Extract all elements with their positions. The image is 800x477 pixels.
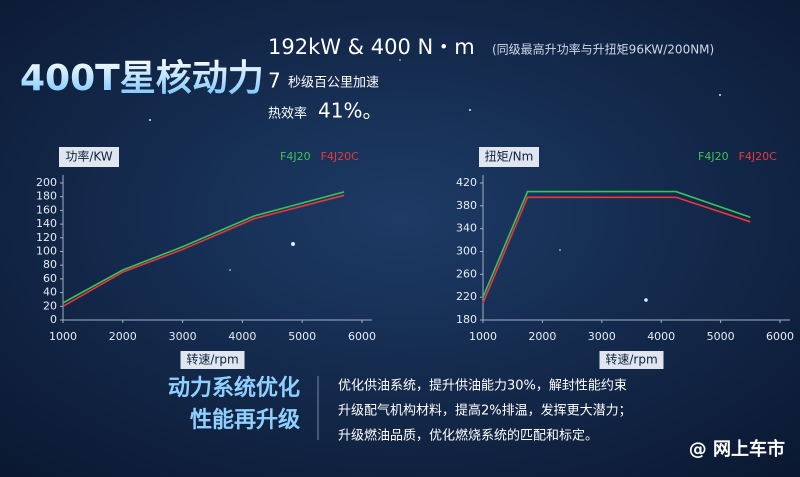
line <box>62 191 345 304</box>
x-tick-label: 6000 <box>348 330 376 343</box>
y-tick-label: 260 <box>456 267 477 280</box>
body-line: 升级燃油品质，优化燃烧系统的匹配和标定。 <box>338 428 598 444</box>
legend-entry: F4J20 <box>698 150 729 163</box>
legend-entry: F4J20C <box>321 150 360 163</box>
line <box>482 190 751 298</box>
headline: 性能再升级 <box>190 407 300 433</box>
headline: 动力系统优化 <box>168 375 300 401</box>
x-axis-label: 转速/rpm <box>605 352 657 367</box>
x-tick-label: 3000 <box>169 330 197 343</box>
y-tick-label: 180 <box>456 313 477 326</box>
legend-entry: F4J20 <box>280 150 311 163</box>
line <box>62 194 345 307</box>
body-line: 优化供油系统，提升供油能力30%，解封性能约束 <box>338 378 627 394</box>
x-tick-label: 2000 <box>109 330 137 343</box>
body-line: 升级配气机构材料，提高2%排温，发挥更大潜力； <box>338 403 632 419</box>
efficiency-value: 41%。 <box>318 99 382 123</box>
x-tick-label: 3000 <box>588 330 616 343</box>
x-tick-label: 1000 <box>49 330 77 343</box>
y-tick-label: 120 <box>36 231 57 244</box>
y-tick-label: 20 <box>43 299 57 312</box>
x-tick-label: 4000 <box>228 330 256 343</box>
spec: 192kW & 400 N・m <box>268 35 475 59</box>
y-tick-label: 300 <box>456 245 477 258</box>
x-tick-label: 5000 <box>288 330 316 343</box>
title: 400T星核动力 <box>20 58 264 99</box>
y-tick-label: 340 <box>456 222 477 235</box>
y-tick-label: 80 <box>43 258 57 271</box>
legend-entry: F4J20C <box>739 150 778 163</box>
accel-value: 7 <box>268 69 281 93</box>
x-tick-label: 1000 <box>469 330 497 343</box>
spec-note: (同级最高升功率与升扭矩96KW/200NM) <box>492 42 714 57</box>
y-tick-label: 60 <box>43 272 57 285</box>
label-box <box>479 147 539 167</box>
y-tick-label: 160 <box>36 203 57 216</box>
label-box <box>59 147 119 167</box>
line <box>482 196 751 304</box>
x-tick-label: 5000 <box>707 330 735 343</box>
y-axis-label: 扭矩/Nm <box>485 150 534 164</box>
x-tick-label: 2000 <box>528 330 556 343</box>
y-tick-label: 380 <box>456 199 477 212</box>
y-tick-label: 420 <box>456 176 477 189</box>
y-tick-label: 0 <box>50 313 57 326</box>
x-tick-label: 6000 <box>766 330 794 343</box>
x-tick-label: 4000 <box>647 330 675 343</box>
y-tick-label: 200 <box>36 176 57 189</box>
y-tick-label: 180 <box>36 190 57 203</box>
y-tick-label: 140 <box>36 217 57 230</box>
label-box <box>180 351 245 369</box>
y-axis-label: 功率/KW <box>65 149 112 164</box>
y-tick-label: 40 <box>43 286 57 299</box>
label-box <box>599 351 664 369</box>
x-axis-label: 转速/rpm <box>186 352 238 367</box>
accel-label: 秒级百公里加速 <box>288 76 379 91</box>
efficiency-label: 热效率 <box>268 106 307 122</box>
y-tick-label: 220 <box>456 290 477 303</box>
watermark: @ 网上车市 <box>689 438 785 460</box>
y-tick-label: 100 <box>36 245 57 258</box>
stars <box>149 59 721 302</box>
